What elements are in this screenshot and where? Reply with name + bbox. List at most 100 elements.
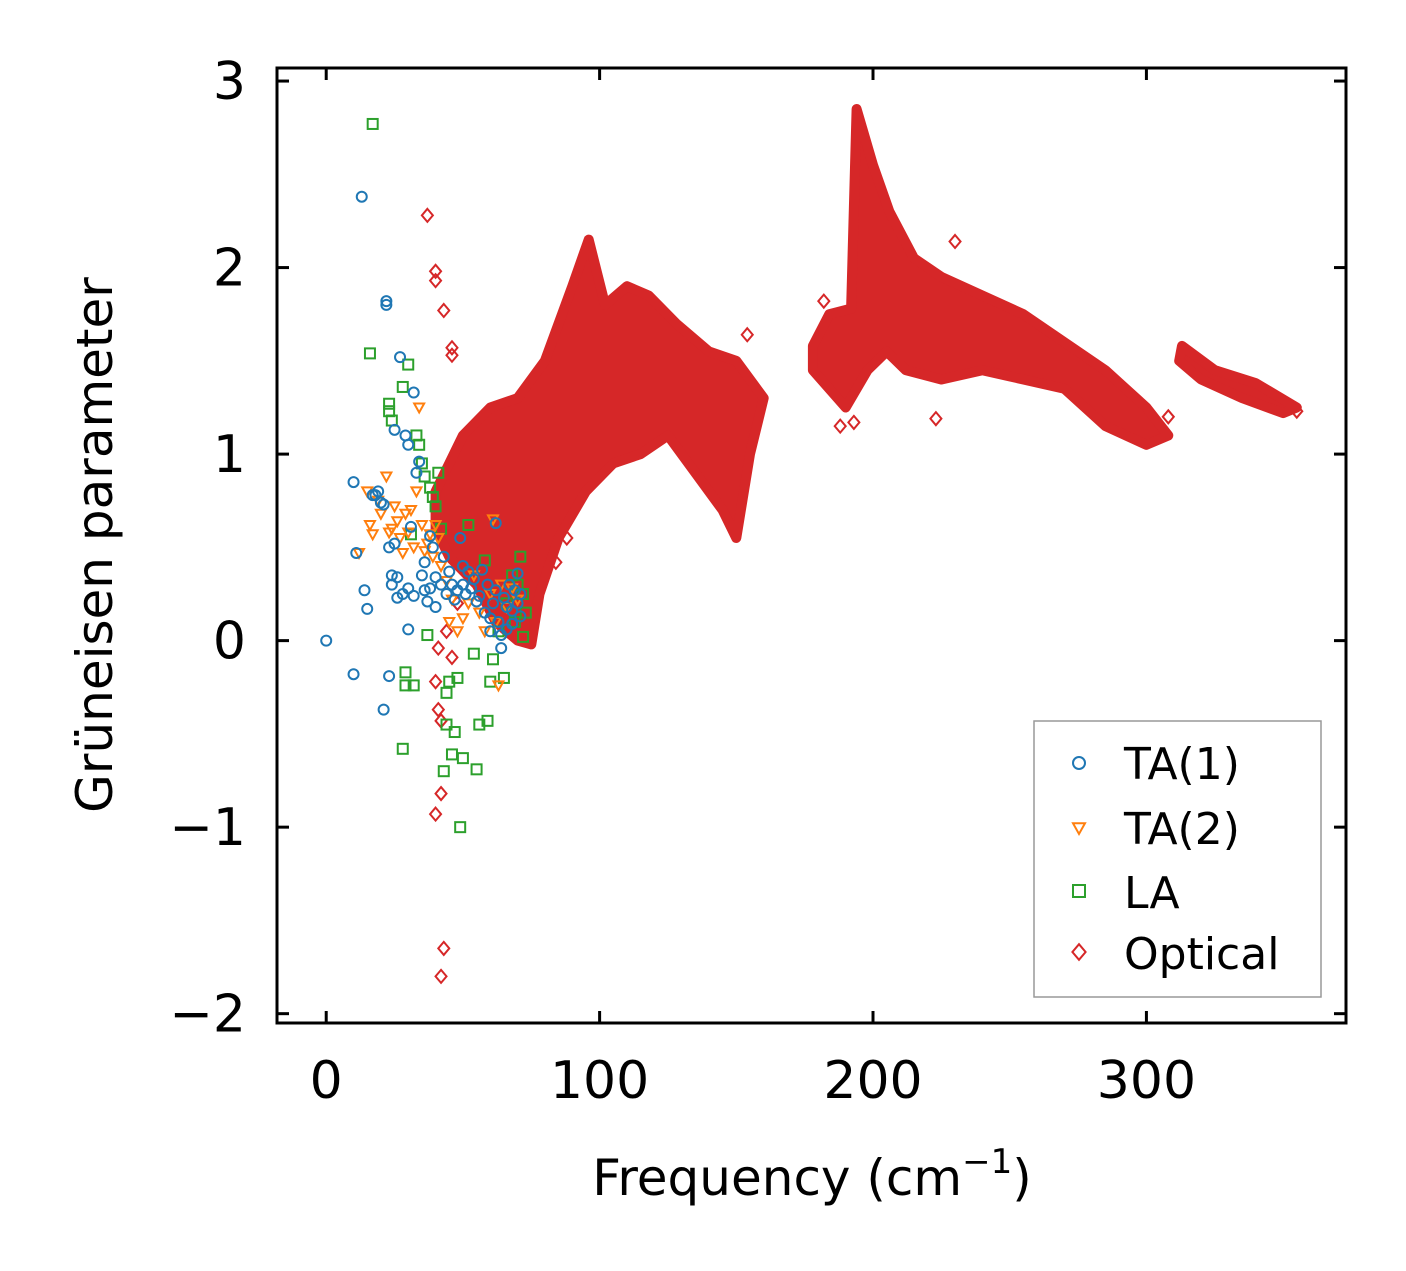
point-1-19 [415, 519, 429, 533]
point-3-26 [1289, 403, 1304, 420]
point-2-30 [456, 752, 469, 765]
point-1-6 [379, 471, 394, 484]
point-3-23 [929, 410, 943, 427]
point-1-2 [363, 519, 377, 533]
optical-bands [430, 104, 1302, 650]
point-0-2 [350, 546, 363, 559]
point-0-38 [424, 582, 437, 595]
point-0-13 [380, 298, 393, 311]
point-0-4 [358, 584, 371, 597]
point-1-34 [472, 607, 487, 620]
point-2-7 [399, 666, 412, 679]
point-3-3 [436, 302, 451, 319]
point-2-26 [445, 748, 458, 761]
point-2-11 [407, 679, 420, 692]
point-0-46 [443, 565, 456, 578]
legend-markers [1071, 756, 1087, 962]
point-0-6 [347, 668, 360, 681]
point-0-40 [426, 541, 439, 554]
point-0-31 [407, 386, 420, 399]
point-3-19 [740, 326, 755, 343]
point-0-50 [454, 532, 467, 545]
point-0-23 [394, 351, 407, 364]
point-1-3 [365, 529, 380, 542]
point-1-16 [407, 542, 421, 555]
point-2-34 [473, 718, 486, 731]
point-0-58 [473, 589, 486, 602]
point-3-1 [428, 263, 443, 280]
point-0-1 [347, 476, 360, 489]
legend-label-optical: Optical [1124, 929, 1279, 980]
point-3-12 [436, 940, 451, 957]
point-2-2 [383, 397, 396, 410]
point-0-14 [380, 295, 393, 308]
point-3-6 [428, 673, 443, 690]
legend-marker-0 [1072, 756, 1086, 770]
point-3-20 [816, 293, 831, 310]
point-3-13 [434, 968, 448, 985]
point-3-0 [420, 207, 435, 224]
point-3-4 [445, 339, 459, 356]
y-tick-label: 1 [213, 425, 246, 485]
point-1-37 [486, 514, 500, 527]
point-0-9 [372, 485, 385, 498]
point-0-22 [391, 571, 404, 584]
point-2-1 [366, 117, 379, 130]
point-0-59 [476, 563, 489, 576]
point-0-66 [489, 517, 502, 530]
point-0-12 [377, 703, 390, 716]
x-tick-label: 0 [310, 1051, 343, 1111]
point-0-80 [514, 587, 527, 600]
point-1-9 [387, 501, 402, 514]
point-3-7 [431, 640, 446, 657]
legend-label-ta2: TA(2) [1123, 804, 1240, 855]
point-0-69 [495, 642, 508, 655]
point-0-75 [506, 617, 519, 630]
point-0-35 [418, 584, 431, 597]
point-2-38 [486, 653, 499, 666]
point-1-35 [478, 626, 492, 639]
point-0-39 [424, 530, 437, 543]
point-2-29 [454, 821, 467, 834]
y-tick-label: 3 [213, 52, 246, 112]
y-tick-label: 2 [213, 239, 246, 299]
point-0-36 [418, 556, 431, 569]
x-tick-label: 300 [1097, 1051, 1196, 1111]
point-1-39 [491, 680, 506, 693]
point-2-6 [396, 742, 409, 755]
point-0-65 [489, 584, 502, 597]
point-1-10 [390, 516, 404, 529]
point-0-0 [320, 634, 333, 647]
point-0-43 [435, 578, 448, 591]
point-0-28 [402, 438, 415, 451]
point-0-63 [484, 625, 497, 638]
point-0-57 [470, 595, 483, 608]
point-2-40 [497, 671, 510, 684]
point-1-28 [442, 616, 456, 630]
point-0-64 [486, 597, 499, 610]
point-1-18 [412, 402, 426, 415]
point-2-36 [481, 714, 494, 727]
y-tick-label: −2 [169, 985, 246, 1045]
point-0-3 [355, 190, 368, 203]
point-1-12 [396, 547, 410, 561]
point-3-2 [428, 272, 443, 289]
point-2-32 [467, 647, 480, 660]
point-0-34 [415, 569, 428, 582]
point-2-16 [421, 629, 434, 642]
point-0-37 [421, 595, 434, 608]
point-2-47 [517, 630, 530, 643]
x-tick-label: 100 [550, 1051, 649, 1111]
point-0-56 [467, 573, 480, 586]
legend: TA(1) TA(2) LA Optical [1033, 720, 1322, 998]
legend-marker-3 [1071, 942, 1087, 962]
point-3-18 [559, 529, 574, 547]
point-3-15 [445, 649, 459, 666]
point-0-67 [492, 615, 505, 628]
point-2-19 [429, 500, 442, 513]
series-la [363, 117, 532, 834]
series-optical [420, 207, 1304, 985]
point-2-31 [462, 518, 475, 531]
tick-labels: 0 100 200 300 −2 −1 0 1 2 3 [169, 52, 1196, 1111]
